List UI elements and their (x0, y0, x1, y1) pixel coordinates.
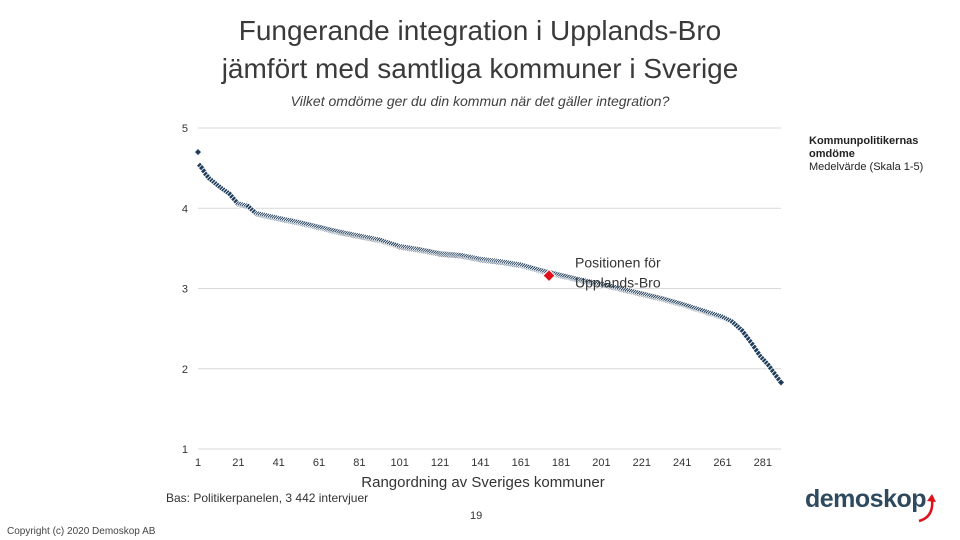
x-axis-label: Rangordning av Sveriges kommuner (361, 474, 604, 491)
x-tick-label: 81 (353, 457, 365, 469)
y-tick-label: 5 (182, 123, 188, 135)
page-number: 19 (470, 510, 483, 522)
data-point (776, 378, 786, 387)
title-line-1: Fungerande integration i Upplands-Bro (238, 15, 722, 46)
chart-title: Fungerande integration i Upplands-Bro jä… (130, 12, 830, 88)
x-tick-label: 201 (592, 457, 610, 469)
x-tick-label: 21 (232, 457, 244, 469)
x-tick-label: 161 (512, 457, 530, 469)
copyright: Copyright (c) 2020 Demoskop AB (7, 526, 156, 537)
y-tick-labels: 1 2 3 4 5 (182, 123, 188, 456)
x-tick-label: 1 (195, 457, 201, 469)
y-tick-label: 4 (182, 203, 188, 215)
highlight-label: Positionen för (575, 255, 661, 271)
legend: Kommunpolitikernas omdöme Medelvärde (Sk… (809, 135, 939, 174)
x-tick-label: 221 (633, 457, 651, 469)
x-tick-label: 241 (673, 457, 691, 469)
legend-label: Kommunpolitikernas omdöme (809, 135, 919, 160)
base-note: Bas: Politikerpanelen, 3 442 intervjuer (166, 491, 369, 505)
data-points (193, 147, 786, 387)
y-tick-label: 2 (182, 364, 188, 376)
data-point (193, 147, 203, 157)
title-line-2: jämfört med samtliga kommuner i Sverige (221, 53, 739, 84)
gridlines (198, 127, 781, 450)
highlight-label: Upplands-Bro (575, 275, 661, 291)
x-tick-label: 41 (273, 457, 285, 469)
x-tick-label: 141 (471, 457, 489, 469)
x-tick-labels: 1 21 41 61 81 101 121 141 161 181 201 221 241 261 281 (195, 457, 772, 469)
x-tick-label: 281 (754, 457, 772, 469)
y-tick-label: 3 (182, 284, 188, 296)
x-tick-label: 121 (431, 457, 449, 469)
x-tick-label: 61 (313, 457, 325, 469)
chart-subtitle: Vilket omdöme ger du din kommun när det … (290, 93, 670, 109)
highlight-group: Positionen för Upplands-Bro (542, 255, 661, 291)
logo-arrow-icon (918, 494, 936, 523)
x-tick-label: 261 (713, 457, 731, 469)
legend-sublabel: Medelvärde (Skala 1-5) (809, 161, 924, 173)
x-tick-label: 101 (391, 457, 409, 469)
highlight-point (542, 268, 556, 283)
x-tick-label: 181 (552, 457, 570, 469)
demoskop-logo: demoskop (805, 485, 927, 513)
y-tick-label: 1 (182, 444, 188, 456)
